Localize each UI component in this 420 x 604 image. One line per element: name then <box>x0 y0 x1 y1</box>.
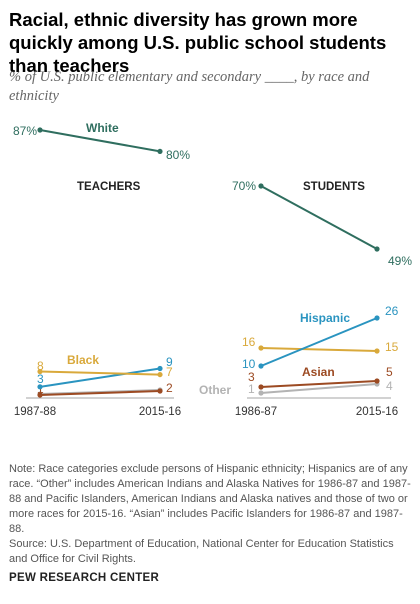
teachers-panel: TEACHERS1987-882015-16123987Black87%80%W… <box>13 121 190 418</box>
series-name-label: Other <box>199 383 231 397</box>
data-point <box>37 392 43 398</box>
data-label: 2 <box>166 381 173 395</box>
data-label: 87% <box>13 124 37 138</box>
chart-notes: Note: Race categories exclude persons of… <box>9 462 413 567</box>
data-point <box>37 127 43 133</box>
series-white: 87% 80% White <box>13 121 190 162</box>
data-point <box>157 388 163 394</box>
series-name-label: White <box>86 121 119 135</box>
data-label: 70% <box>232 179 256 193</box>
x-tick-label: 2015-16 <box>356 406 398 418</box>
series-name-label: Hispanic <box>300 311 350 325</box>
series-asian: 3 5 Asian <box>248 365 393 390</box>
series-name-label: Black <box>67 353 99 367</box>
chart-title: Racial, ethnic diversity has grown more … <box>9 9 387 76</box>
data-point <box>258 183 264 189</box>
series-name-label: Asian <box>302 365 335 379</box>
data-label: 3 <box>248 370 255 384</box>
data-point <box>258 345 264 351</box>
data-label: 80% <box>166 148 190 162</box>
series-line <box>260 317 378 367</box>
series-line <box>260 380 378 388</box>
data-point <box>157 365 163 372</box>
data-point <box>374 378 380 384</box>
data-label: 5 <box>386 365 393 379</box>
series-line <box>260 185 378 250</box>
series-line <box>39 129 161 153</box>
line-charts: TEACHERS1987-882015-16123987Black87%80%W… <box>13 121 412 418</box>
data-point <box>37 368 43 375</box>
data-label: 7 <box>166 365 173 379</box>
data-point <box>374 348 380 354</box>
data-point <box>258 390 264 396</box>
series-hispanic: 39 <box>37 355 173 390</box>
x-tick-label: 1986-87 <box>235 406 277 418</box>
data-point <box>37 384 43 390</box>
x-tick-label: 2015-16 <box>139 406 181 418</box>
data-label: 49% <box>388 254 412 268</box>
series-black: 16 15 <box>242 335 399 354</box>
data-label: 26 <box>385 304 399 318</box>
data-label: 8 <box>37 359 44 373</box>
source-text: Source: U.S. Department of Education, Na… <box>9 538 394 565</box>
data-point <box>374 246 380 252</box>
data-label: 10 <box>242 357 256 371</box>
data-point <box>258 384 264 390</box>
series-black: 8 7 Black <box>37 353 173 379</box>
data-label: 9 <box>166 355 173 369</box>
series-line <box>39 370 161 376</box>
data-point <box>157 148 163 155</box>
data-point <box>374 315 380 321</box>
data-label: 3 <box>37 372 44 386</box>
org-name: PEW RESEARCH CENTER <box>9 572 160 584</box>
chart-subtitle: % of U.S. public elementary and secondar… <box>9 69 370 104</box>
panel-title: STUDENTS <box>303 181 365 193</box>
series-line <box>39 367 161 388</box>
data-label: 16 <box>242 335 256 349</box>
data-point <box>258 363 264 369</box>
series-line <box>260 347 378 352</box>
data-label: 1 <box>248 382 255 396</box>
note-text: Note: Race categories exclude persons of… <box>9 463 411 535</box>
series-other: 1 4 Other <box>199 379 393 397</box>
series-white: 70% 49% <box>232 179 412 268</box>
series-line <box>260 383 378 394</box>
panel-title: TEACHERS <box>77 181 141 193</box>
data-point <box>157 371 163 378</box>
series-line <box>39 390 161 396</box>
data-label: 4 <box>386 379 393 393</box>
x-tick-label: 1987-88 <box>14 406 56 418</box>
series-hispanic: 10 26 Hispanic <box>242 304 399 371</box>
data-label: 15 <box>385 340 399 354</box>
